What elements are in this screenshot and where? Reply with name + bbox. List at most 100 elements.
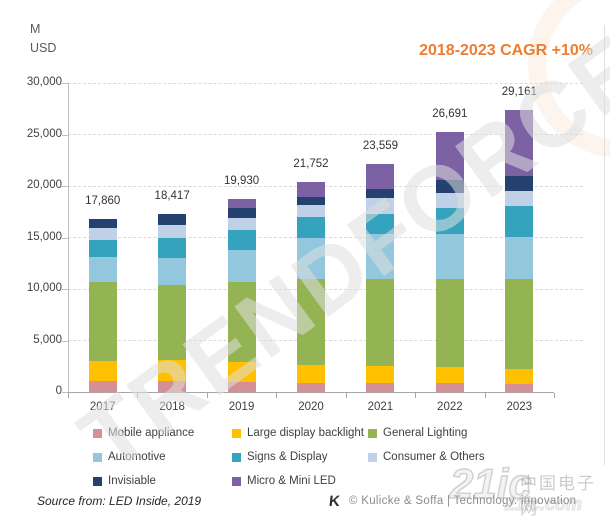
x-axis-tick — [206, 393, 208, 398]
bar-segment-micro-mini-led — [297, 181, 325, 197]
x-axis-tick — [276, 393, 278, 398]
gridline-20000 — [68, 185, 583, 187]
legend-label: Automotive — [108, 451, 166, 463]
y-axis-tick-label: 30,000 — [26, 76, 62, 88]
legend-label: Signs & Display — [247, 451, 328, 463]
legend-label: Mobile appliance — [108, 427, 195, 439]
y-axis-tick — [62, 340, 68, 342]
x-axis-label-2020: 2020 — [298, 401, 324, 413]
bar-segment-general-lighting — [505, 279, 534, 369]
bar-segment-automotive — [227, 249, 256, 282]
legend-swatch — [93, 428, 102, 438]
y-axis-tick — [62, 392, 68, 393]
gridline-5000 — [68, 340, 583, 341]
bar-segment-invisiable — [366, 188, 395, 198]
unit-bottom: USD — [30, 40, 57, 55]
bar-segment-consumer-others — [158, 224, 187, 238]
bar-segment-consumer-others — [297, 205, 325, 217]
x-axis-label-2017: 2017 — [89, 401, 116, 413]
legend-item-micro-mini-led: Micro & Mini LED — [232, 474, 336, 488]
y-axis-unit-label: M USD — [30, 20, 56, 58]
y-axis-tick — [62, 289, 68, 290]
bar-segment-large-display-backlight — [505, 368, 534, 384]
cagr-title: 2018-2023 CAGR +10% — [419, 42, 593, 59]
bar-segment-mobile-appliance — [158, 381, 187, 392]
bar-segment-mobile-appliance — [505, 383, 534, 392]
bar-segment-general-lighting — [297, 278, 325, 366]
bar-segment-large-display-backlight — [88, 361, 117, 382]
unit-top: M — [30, 22, 41, 36]
legend-swatch — [232, 452, 241, 462]
y-axis-tick — [62, 186, 68, 187]
bar-segment-signs-display — [505, 205, 534, 237]
bar-segment-large-display-backlight — [366, 366, 395, 383]
bar-segment-signs-display — [227, 229, 256, 250]
legend-swatch — [232, 428, 241, 438]
legend-item-general-lighting: General Lighting — [368, 426, 467, 440]
bar-segment-signs-display — [158, 237, 187, 258]
bar-segment-invisiable — [227, 207, 256, 218]
bar-segment-mobile-appliance — [435, 382, 464, 392]
kulicke-soffa-logo: K — [328, 493, 341, 510]
bar-segment-micro-mini-led — [505, 110, 534, 177]
x-axis-tick — [554, 393, 555, 398]
legend-item-consumer-others: Consumer & Others — [368, 450, 485, 464]
gridline-10000 — [68, 288, 583, 290]
bar-segment-micro-mini-led — [435, 132, 464, 181]
bar-segment-automotive — [366, 234, 395, 279]
bar-segment-general-lighting — [158, 284, 187, 361]
bar-segment-automotive — [158, 257, 187, 285]
gridline-15000 — [68, 237, 583, 238]
y-axis-tick-label: 20,000 — [26, 179, 62, 191]
legend-swatch — [232, 476, 241, 486]
source-note: Source from: LED Inside, 2019 — [37, 494, 202, 508]
legend-label: Large display backlight — [247, 427, 364, 439]
x-axis-label-2019: 2019 — [228, 401, 255, 413]
legend-item-invisiable: Invisiable — [93, 474, 156, 488]
bar-segment-mobile-appliance — [88, 381, 117, 392]
legend-swatch — [368, 452, 377, 462]
y-axis-tick — [62, 83, 68, 84]
total-label-2022: 26,691 — [432, 108, 468, 121]
y-axis-line — [68, 83, 69, 392]
y-axis-tick — [62, 134, 68, 136]
x-axis-tick — [415, 393, 417, 398]
total-label-2018: 18,417 — [154, 190, 190, 203]
legend-label: General Lighting — [383, 427, 468, 439]
bar-segment-signs-display — [366, 213, 395, 235]
x-axis-label-2021: 2021 — [367, 401, 394, 413]
legend-swatch — [93, 452, 102, 462]
x-axis-tick — [137, 393, 139, 398]
bar-segment-mobile-appliance — [227, 382, 256, 392]
bar-segment-mobile-appliance — [297, 382, 325, 392]
total-label-2019: 19,930 — [223, 175, 260, 188]
bar-segment-invisiable — [158, 214, 187, 225]
legend-item-automotive: Automotive — [93, 450, 166, 464]
bar-segment-general-lighting — [366, 278, 395, 367]
y-axis-tick-label: 0 — [55, 385, 62, 397]
gridline-30000 — [68, 82, 583, 84]
gridline-25000 — [68, 134, 583, 135]
total-label-2021: 23,559 — [362, 139, 399, 152]
bar-segment-general-lighting — [435, 279, 464, 368]
bar-segment-mobile-appliance — [366, 382, 395, 392]
bar-segment-invisiable — [435, 180, 464, 193]
bar-segment-consumer-others — [505, 191, 534, 206]
y-axis-tick-label: 10,000 — [26, 282, 62, 294]
bar-segment-large-display-backlight — [297, 365, 325, 383]
bar-segment-signs-display — [297, 216, 325, 238]
x-axis-label-2022: 2022 — [437, 401, 463, 413]
bar-segment-automotive — [505, 236, 534, 280]
x-axis-label-2023: 2023 — [506, 401, 533, 413]
bar-segment-general-lighting — [88, 282, 117, 362]
bar-segment-micro-mini-led — [227, 199, 256, 208]
bar-segment-large-display-backlight — [435, 367, 464, 383]
bar-segment-invisiable — [505, 176, 534, 192]
total-label-2020: 21,752 — [293, 157, 329, 170]
bar-segment-consumer-others — [88, 227, 117, 240]
bar-segment-automotive — [435, 234, 464, 280]
x-axis-tick — [68, 393, 69, 398]
legend-label: Invisiable — [108, 475, 156, 487]
bar-segment-signs-display — [435, 207, 464, 235]
